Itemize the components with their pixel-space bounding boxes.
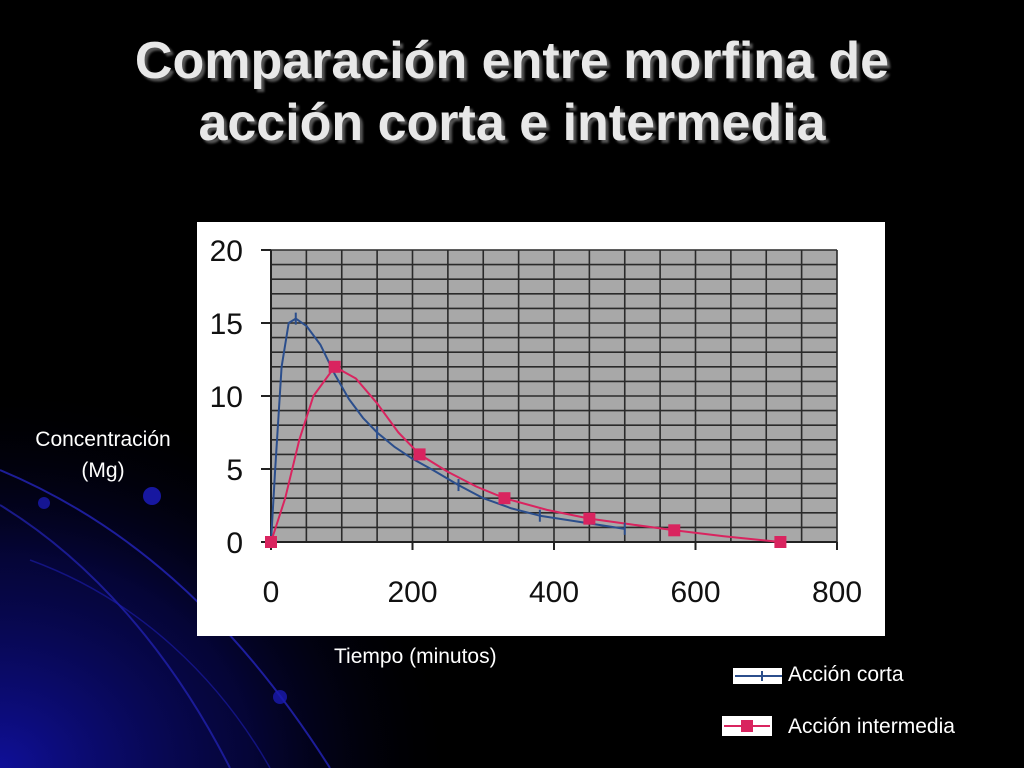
y-axis-label-line-1: Concentración xyxy=(35,428,171,451)
series-markers xyxy=(265,312,787,548)
legend-item-accion-corta: Acción corta xyxy=(720,658,904,692)
data-point-accion-intermedia xyxy=(498,492,511,505)
data-point-accion-intermedia xyxy=(413,448,426,461)
y-axis-label-line-2: (Mg) xyxy=(81,459,125,482)
x-tick-label: 800 xyxy=(812,576,862,609)
legend-swatch-accion-intermedia xyxy=(722,716,772,736)
y-tick-label: 5 xyxy=(226,454,243,487)
x-axis-label: Tiempo (minutos) xyxy=(334,645,497,668)
data-point-accion-intermedia xyxy=(583,512,596,525)
slide-title-line-2: acción corta e intermedia xyxy=(198,94,826,152)
y-tick-label: 20 xyxy=(210,235,243,268)
y-tick-label: 10 xyxy=(210,381,243,414)
series-line-accion-intermedia xyxy=(270,365,781,543)
data-point-accion-intermedia xyxy=(774,536,787,548)
y-tick-label: 15 xyxy=(210,308,243,341)
x-tick-label: 0 xyxy=(263,576,280,609)
y-axis-label: Concentración (Mg) xyxy=(8,424,198,486)
x-tick-label: 600 xyxy=(670,576,720,609)
data-point-accion-intermedia xyxy=(668,524,681,537)
slide-title: Comparación entre morfina de acción cort… xyxy=(0,30,1024,154)
grid xyxy=(270,249,838,543)
x-tick-label: 400 xyxy=(529,576,579,609)
legend: Acción corta Acción intermedia xyxy=(720,658,1020,758)
legend-swatch-accion-corta xyxy=(733,668,782,684)
slide-title-line-1: Comparación entre morfina de xyxy=(134,32,890,90)
x-tick-label: 200 xyxy=(387,576,437,609)
y-tick-label: 0 xyxy=(226,527,243,560)
legend-label-accion-corta: Acción corta xyxy=(788,663,904,686)
legend-label-accion-intermedia: Acción intermedia xyxy=(788,715,955,738)
legend-item-accion-intermedia: Acción intermedia xyxy=(720,710,955,744)
data-point-accion-intermedia xyxy=(328,360,341,373)
data-point-accion-intermedia xyxy=(265,536,277,548)
